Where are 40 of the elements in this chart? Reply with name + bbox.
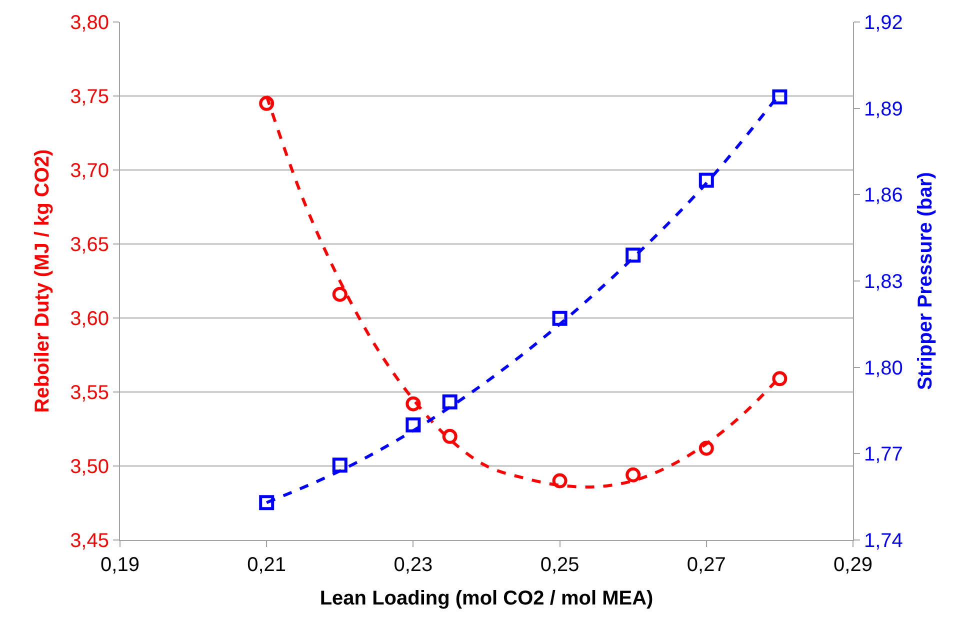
y-tick-label: 3,75 bbox=[70, 86, 109, 108]
y-tick-label: 3,45 bbox=[70, 530, 109, 552]
y2-tick-label: 1,80 bbox=[864, 357, 903, 380]
y2-tick-label: 1,92 bbox=[864, 12, 903, 34]
point bbox=[332, 286, 348, 302]
x-tick-label: 0,23 bbox=[394, 554, 433, 576]
y-tick-label: 3,55 bbox=[70, 382, 109, 404]
point bbox=[698, 172, 714, 188]
point bbox=[626, 248, 641, 263]
x-tick-label: 0,19 bbox=[100, 554, 140, 576]
y2-tick-label: 1,86 bbox=[864, 184, 903, 207]
y2-tick-label: 1,77 bbox=[864, 444, 903, 466]
point bbox=[772, 89, 788, 104]
point bbox=[772, 371, 788, 386]
x-tick-label: 0,21 bbox=[247, 554, 286, 576]
y-tick-label: 3,65 bbox=[70, 234, 109, 256]
y-tick-label: 3,60 bbox=[70, 308, 109, 330]
x-tick-label: 0,25 bbox=[540, 554, 580, 576]
y2-tick-label: 1,83 bbox=[864, 271, 903, 293]
point bbox=[552, 310, 568, 326]
y-tick-label: 3,70 bbox=[70, 160, 109, 182]
point bbox=[406, 417, 421, 432]
y2-tick-label: 1,89 bbox=[864, 98, 903, 120]
y2-axis-title: Stripper Pressure (bar) bbox=[914, 172, 936, 390]
point bbox=[552, 473, 568, 488]
x-tick-label: 0,27 bbox=[686, 554, 726, 576]
y2-tick-label: 1,74 bbox=[864, 530, 903, 552]
point bbox=[442, 428, 458, 444]
y-tick-label: 3,50 bbox=[70, 456, 109, 478]
y-axis-title: Reboiler Duty (MJ / kg CO2) bbox=[32, 149, 54, 413]
y-tick-label: 3,80 bbox=[70, 12, 109, 34]
point bbox=[626, 467, 641, 482]
point bbox=[698, 440, 714, 456]
point bbox=[332, 458, 348, 473]
point bbox=[442, 394, 458, 410]
point bbox=[259, 495, 274, 510]
point bbox=[406, 396, 421, 412]
x-tick-label: 0,29 bbox=[834, 554, 872, 576]
point bbox=[259, 96, 274, 111]
x-axis-title: Lean Loading (mol CO2 / mol MEA) bbox=[320, 588, 654, 610]
